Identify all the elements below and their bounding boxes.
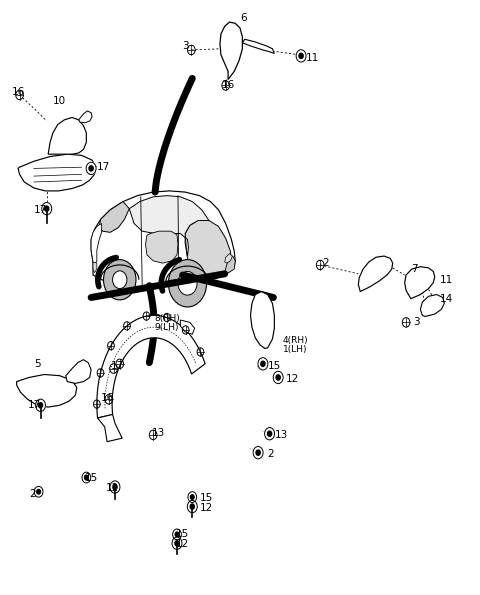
Polygon shape [405, 267, 435, 299]
Text: 16: 16 [101, 393, 114, 403]
Circle shape [190, 504, 194, 509]
Polygon shape [97, 415, 122, 441]
Polygon shape [225, 253, 232, 263]
Circle shape [36, 399, 46, 412]
Text: 7: 7 [411, 264, 418, 274]
Circle shape [86, 162, 96, 174]
Text: 16: 16 [12, 87, 25, 97]
Text: 3: 3 [182, 42, 189, 51]
Circle shape [84, 475, 88, 480]
Text: 2: 2 [268, 449, 274, 459]
Circle shape [172, 537, 182, 549]
Circle shape [37, 490, 40, 494]
Text: 12: 12 [199, 503, 213, 513]
Circle shape [175, 541, 179, 546]
Circle shape [299, 54, 303, 58]
Text: 10: 10 [53, 96, 66, 106]
Polygon shape [180, 320, 195, 334]
Circle shape [256, 450, 260, 455]
Circle shape [261, 361, 265, 367]
Text: 2: 2 [29, 489, 36, 499]
Circle shape [42, 202, 52, 215]
Polygon shape [93, 262, 97, 273]
Text: 4(RH): 4(RH) [283, 336, 309, 345]
Circle shape [82, 472, 91, 483]
Text: 8(RH): 8(RH) [154, 314, 180, 322]
Polygon shape [185, 221, 231, 278]
Polygon shape [91, 191, 235, 287]
Polygon shape [220, 22, 242, 80]
Text: 11: 11 [440, 275, 453, 285]
Polygon shape [79, 111, 92, 123]
Circle shape [276, 375, 280, 380]
Circle shape [38, 403, 43, 408]
Polygon shape [99, 202, 129, 233]
Text: 15: 15 [85, 473, 98, 483]
Polygon shape [97, 315, 205, 418]
Text: 15: 15 [199, 493, 213, 503]
Circle shape [264, 428, 275, 440]
Circle shape [178, 271, 197, 295]
Polygon shape [48, 117, 86, 154]
Circle shape [191, 495, 194, 499]
Text: 12: 12 [106, 483, 119, 493]
Text: 15: 15 [176, 530, 189, 540]
Text: 14: 14 [440, 295, 453, 304]
Text: 17: 17 [34, 205, 47, 215]
Text: 17: 17 [111, 361, 124, 371]
Circle shape [187, 500, 197, 513]
Circle shape [258, 358, 268, 370]
Circle shape [296, 50, 306, 62]
Text: 2: 2 [322, 258, 329, 268]
Polygon shape [91, 224, 102, 263]
Text: 17: 17 [97, 162, 110, 172]
Circle shape [173, 529, 181, 540]
Text: 9(LH): 9(LH) [154, 322, 179, 331]
Text: 15: 15 [268, 361, 281, 371]
Polygon shape [17, 374, 77, 407]
Text: 12: 12 [176, 540, 189, 549]
Circle shape [113, 271, 127, 289]
Polygon shape [251, 292, 275, 349]
Text: 6: 6 [240, 13, 247, 23]
Text: 12: 12 [285, 374, 299, 384]
Circle shape [188, 491, 197, 502]
Text: 3: 3 [413, 317, 420, 327]
Polygon shape [18, 154, 96, 191]
Polygon shape [66, 360, 91, 383]
Circle shape [45, 206, 49, 211]
Text: 13: 13 [152, 428, 165, 437]
Circle shape [253, 446, 263, 459]
Text: 1(LH): 1(LH) [283, 345, 308, 353]
Circle shape [89, 166, 93, 171]
Text: 13: 13 [275, 430, 288, 440]
Circle shape [104, 259, 136, 300]
Circle shape [273, 371, 283, 384]
Circle shape [168, 259, 206, 307]
Text: 5: 5 [34, 359, 40, 369]
Circle shape [267, 431, 272, 436]
Circle shape [110, 481, 120, 493]
Text: 11: 11 [306, 52, 319, 62]
Text: 17: 17 [28, 400, 41, 411]
Polygon shape [359, 256, 393, 292]
Polygon shape [129, 196, 209, 256]
Circle shape [175, 532, 179, 537]
Text: 16: 16 [222, 80, 235, 90]
Polygon shape [242, 39, 275, 54]
Circle shape [34, 486, 43, 497]
Circle shape [113, 484, 117, 490]
Polygon shape [145, 231, 178, 263]
Polygon shape [420, 295, 444, 317]
Polygon shape [225, 256, 235, 275]
